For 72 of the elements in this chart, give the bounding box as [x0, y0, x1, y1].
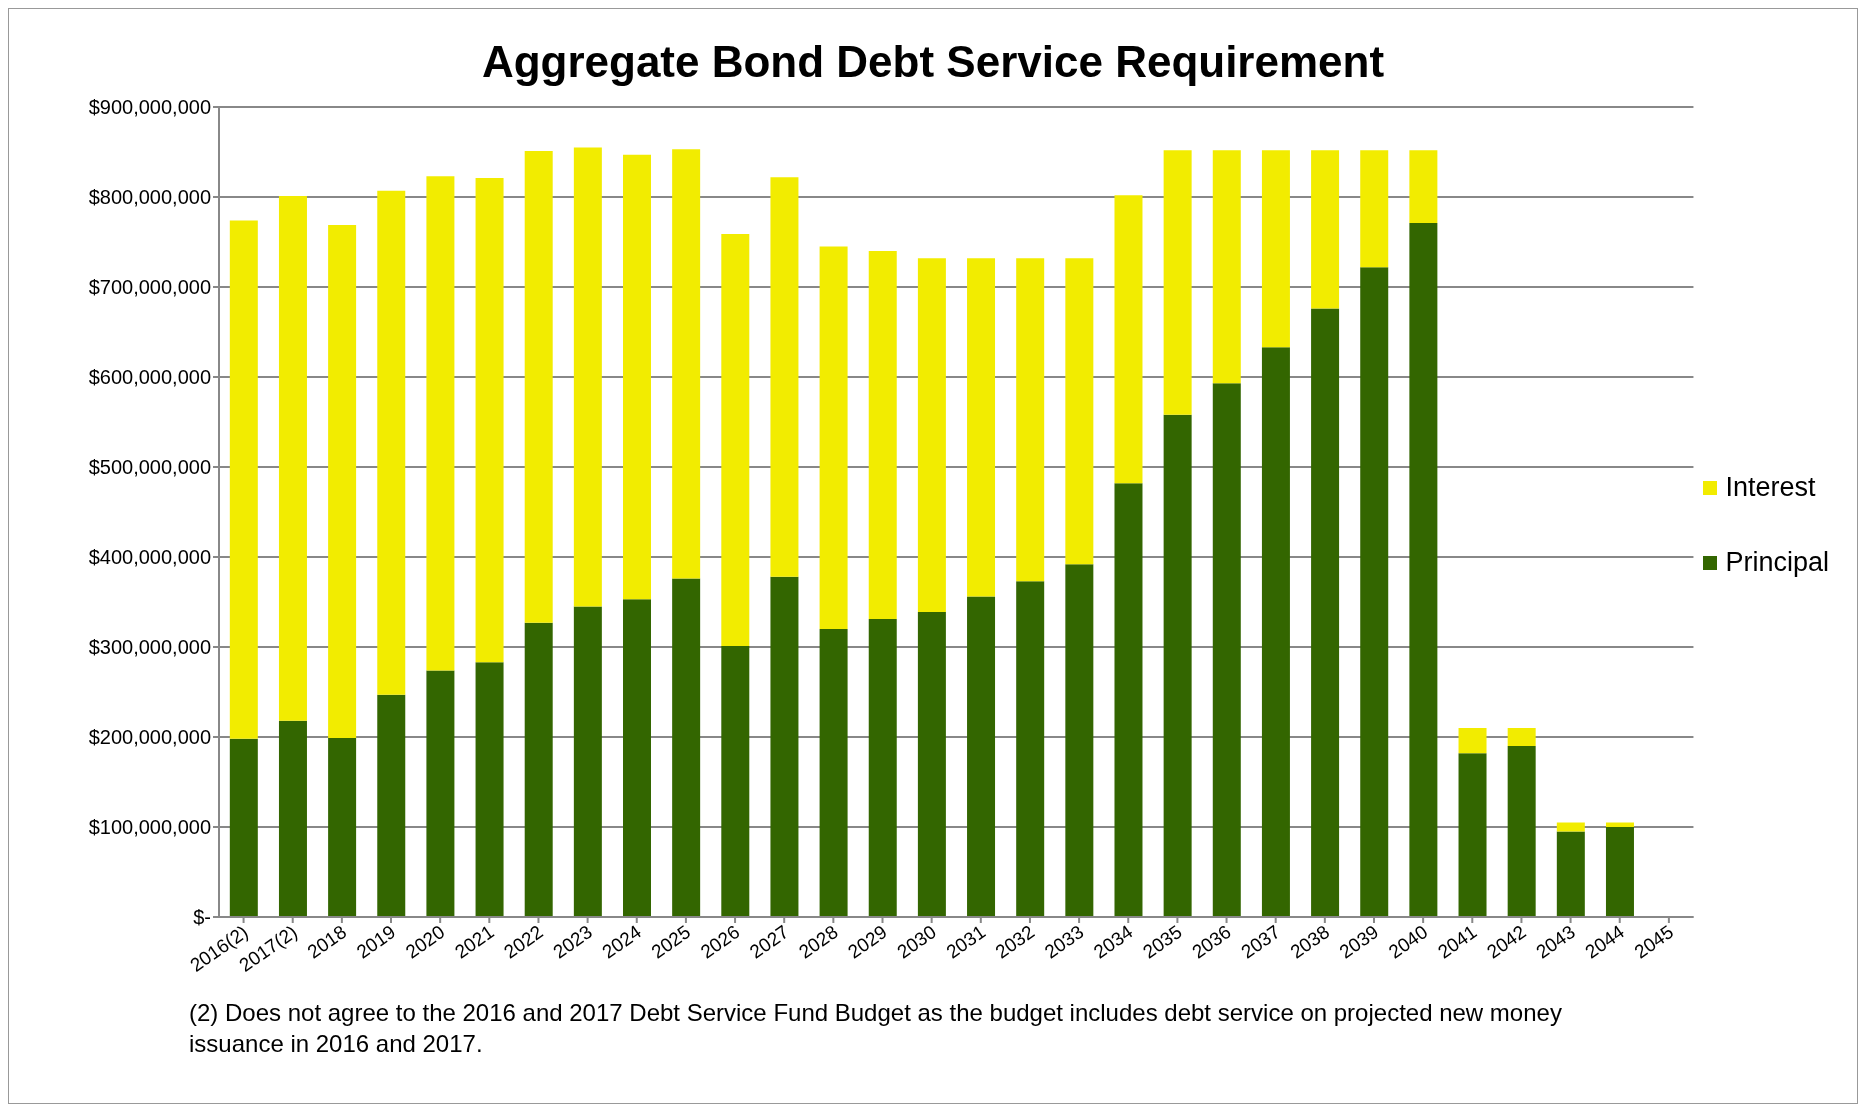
bar: [1163, 150, 1192, 415]
bar: [229, 738, 258, 917]
chart-title: Aggregate Bond Debt Service Requirement: [480, 36, 1386, 88]
y-tick-label: $200,000,000: [88, 726, 211, 749]
bar: [967, 258, 996, 597]
x-tick-label: 2031: [942, 921, 990, 963]
y-tick-label: $800,000,000: [88, 186, 211, 209]
bar: [1360, 150, 1389, 268]
bar: [426, 176, 455, 671]
bar: [475, 178, 504, 663]
bar: [1311, 150, 1340, 309]
text: (2) Does not agree to the 2016 and 2017 Debt Service Fund Budget as the budget includes debt service on projected new money issuance in 2016 and 2017.: [189, 998, 1563, 1059]
bar: [1409, 150, 1438, 224]
bar: [328, 224, 357, 738]
bar: [672, 578, 701, 917]
bar: [1065, 258, 1094, 565]
bar: [377, 190, 406, 695]
bar: [278, 196, 307, 721]
bar: [1114, 483, 1143, 917]
bar: [1016, 258, 1045, 582]
bar: [573, 147, 602, 607]
bar: [770, 177, 799, 577]
legend-label: Interest: [1725, 472, 1816, 503]
bar: [819, 629, 848, 917]
bar: [1311, 308, 1340, 917]
bar: [917, 611, 946, 917]
bar: [573, 606, 602, 917]
bar: [524, 151, 553, 623]
bar: [967, 596, 996, 917]
y-tick-label: $100,000,000: [88, 816, 211, 839]
bar: [278, 720, 307, 917]
bar: [1016, 581, 1045, 917]
bar: [1458, 728, 1487, 754]
bar: [721, 233, 750, 647]
bar: [868, 619, 897, 917]
bar: [672, 149, 701, 579]
bar: [1556, 831, 1585, 917]
bar: [229, 220, 258, 739]
bar: [868, 251, 897, 620]
y-tick-label: $500,000,000: [88, 456, 211, 479]
y-tick-label: $900,000,000: [88, 96, 211, 119]
bar: [1212, 150, 1241, 384]
bar: [623, 599, 651, 917]
bar: [1212, 383, 1241, 917]
bar: [1409, 223, 1438, 917]
y-tick-label: $400,000,000: [88, 546, 211, 569]
y-tick-label: $300,000,000: [88, 636, 211, 659]
bar: [1507, 728, 1536, 746]
bar: [721, 646, 750, 917]
y-tick-label: $700,000,000: [88, 276, 211, 299]
bar: [1360, 267, 1389, 917]
bar: [1556, 822, 1585, 832]
bar: [1261, 150, 1290, 348]
bar: [770, 576, 799, 917]
bar: [1065, 564, 1094, 917]
bar: [426, 670, 455, 917]
bar: [524, 622, 553, 917]
bar: [1605, 827, 1634, 917]
bar: [1114, 195, 1143, 484]
bar: [623, 154, 651, 600]
bar: [475, 662, 504, 917]
bar: [917, 258, 946, 612]
bar: [1458, 753, 1487, 917]
y-tick-label: $-: [193, 906, 211, 929]
bar: [1507, 746, 1536, 917]
legend-label: Principal: [1725, 547, 1829, 578]
bar: [377, 694, 406, 917]
bar: [819, 246, 848, 629]
y-tick-label: $600,000,000: [88, 366, 211, 389]
bar: [1163, 414, 1192, 917]
bar: [1261, 347, 1290, 917]
bar: [328, 737, 357, 917]
